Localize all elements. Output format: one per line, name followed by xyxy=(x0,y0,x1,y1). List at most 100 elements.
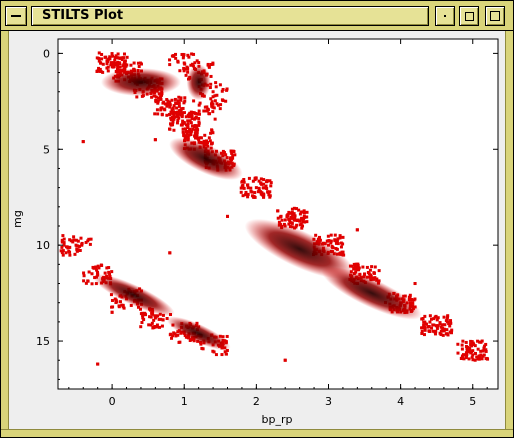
data-point xyxy=(97,51,101,55)
window-menu-button[interactable] xyxy=(5,6,27,26)
data-point xyxy=(168,63,172,67)
data-point xyxy=(428,320,432,324)
close-button[interactable] xyxy=(485,6,505,26)
data-point xyxy=(287,210,291,214)
data-point xyxy=(476,339,480,343)
window-border-left[interactable] xyxy=(1,31,9,437)
data-point xyxy=(220,89,224,93)
data-point xyxy=(150,321,154,325)
data-point xyxy=(197,121,201,125)
data-point xyxy=(120,56,124,60)
data-point xyxy=(184,130,188,134)
window-border-bottom[interactable] xyxy=(1,429,513,437)
data-point xyxy=(103,271,107,275)
data-point xyxy=(110,298,114,302)
data-point xyxy=(139,62,143,66)
data-point xyxy=(469,343,473,347)
data-point xyxy=(75,247,79,251)
data-point xyxy=(251,179,255,183)
data-point xyxy=(218,107,222,111)
data-point xyxy=(225,87,229,91)
data-point xyxy=(155,108,159,112)
data-point xyxy=(177,116,181,120)
data-point xyxy=(262,195,266,199)
data-point xyxy=(78,248,82,252)
data-point xyxy=(197,123,201,127)
data-point xyxy=(211,110,215,114)
data-point xyxy=(333,233,337,237)
data-point xyxy=(118,56,122,60)
data-point xyxy=(446,333,450,337)
data-point xyxy=(174,102,178,106)
data-point xyxy=(202,139,206,143)
data-point xyxy=(157,325,161,329)
data-point xyxy=(96,270,100,274)
data-point xyxy=(184,123,188,127)
data-point xyxy=(296,218,300,222)
data-point xyxy=(449,321,453,325)
data-point xyxy=(422,333,426,337)
data-point xyxy=(101,70,105,74)
data-point xyxy=(246,195,250,199)
data-point xyxy=(197,138,201,142)
data-point xyxy=(448,324,452,328)
data-point xyxy=(82,279,86,283)
data-point xyxy=(178,340,182,344)
data-point xyxy=(422,320,426,324)
data-point xyxy=(424,322,428,326)
data-point xyxy=(214,81,218,85)
data-point xyxy=(172,331,176,335)
data-point xyxy=(99,61,103,65)
data-point xyxy=(469,351,473,355)
data-point xyxy=(213,99,217,103)
data-point xyxy=(176,99,180,103)
window-border-right[interactable] xyxy=(505,31,513,437)
maximize-button[interactable] xyxy=(459,6,479,26)
data-point xyxy=(82,271,86,275)
minimize-button[interactable] xyxy=(435,6,455,26)
title-bar[interactable]: STILTS Plot xyxy=(1,1,513,31)
data-point xyxy=(67,249,71,253)
data-point xyxy=(440,329,444,333)
data-point xyxy=(173,111,177,115)
data-point xyxy=(114,56,118,60)
data-point xyxy=(153,138,157,142)
data-point xyxy=(172,104,176,108)
data-point xyxy=(314,233,318,237)
data-point xyxy=(147,323,151,327)
data-point xyxy=(129,303,133,307)
data-point xyxy=(174,56,178,60)
data-point xyxy=(167,103,171,107)
x-tick-label: 4 xyxy=(397,395,404,408)
data-point xyxy=(212,350,216,354)
data-point xyxy=(484,357,488,361)
data-point xyxy=(105,266,109,270)
data-point xyxy=(298,212,302,216)
data-point xyxy=(139,312,143,316)
data-point xyxy=(97,266,101,270)
data-point xyxy=(84,240,88,244)
density-cores xyxy=(92,64,422,351)
data-point xyxy=(171,334,175,338)
data-point xyxy=(259,177,263,181)
data-point xyxy=(170,336,174,340)
data-point xyxy=(435,326,439,330)
data-point xyxy=(61,253,65,257)
data-point xyxy=(318,235,322,239)
data-point xyxy=(435,318,439,322)
data-point xyxy=(140,94,144,98)
data-point xyxy=(117,61,121,65)
data-point xyxy=(122,52,126,56)
data-point xyxy=(80,241,84,245)
data-point xyxy=(460,347,464,351)
data-point xyxy=(462,357,466,361)
data-point xyxy=(168,58,172,62)
data-point xyxy=(269,184,273,188)
data-point xyxy=(72,238,76,242)
data-point xyxy=(436,316,440,320)
data-point xyxy=(482,353,486,357)
data-point xyxy=(471,358,475,362)
data-point xyxy=(148,315,152,319)
data-point xyxy=(176,333,180,337)
data-point xyxy=(177,101,181,105)
